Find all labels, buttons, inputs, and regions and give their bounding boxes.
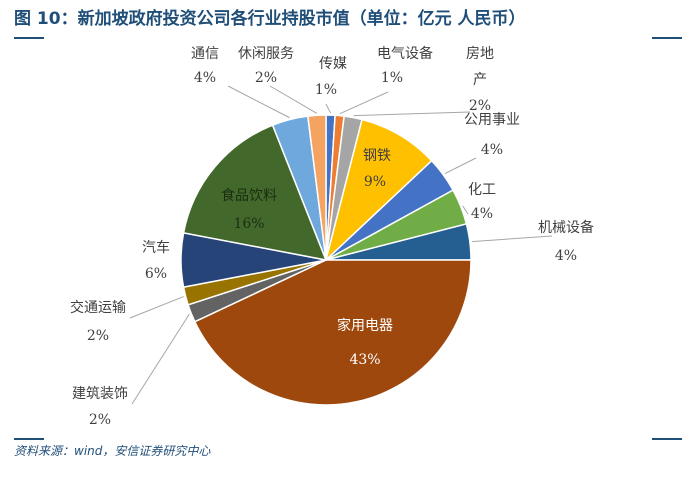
slice-percent-label-1: 1% bbox=[315, 82, 337, 98]
pie-slice-14 bbox=[306, 114, 327, 261]
slice-percent-label-13: 4% bbox=[194, 70, 216, 86]
slice-percent-label-6: 4% bbox=[471, 206, 493, 222]
slice-name-label-3: 产 bbox=[473, 72, 487, 88]
slice-name-label-4: 钢铁 bbox=[363, 148, 391, 164]
slice-name-label-7: 机械设备 bbox=[538, 219, 594, 236]
slice-name-label-5: 公用事业 bbox=[464, 112, 520, 128]
bottom-left-rule bbox=[14, 438, 44, 440]
slice-name-label-3: 房地 bbox=[466, 46, 494, 62]
leader-line-14 bbox=[269, 85, 318, 114]
top-right-rule bbox=[652, 37, 682, 39]
bottom-right-rule bbox=[652, 438, 682, 440]
slice-name-label-10: 交通运输 bbox=[70, 299, 126, 316]
slice-percent-label-10: 2% bbox=[87, 328, 109, 344]
leader-line-9 bbox=[131, 313, 190, 405]
leader-line-1 bbox=[325, 103, 332, 114]
pie-slice-8 bbox=[193, 259, 472, 406]
slice-name-label-11: 汽车 bbox=[142, 239, 170, 256]
slice-percent-label-4: 9% bbox=[364, 174, 386, 190]
slice-percent-label-14: 2% bbox=[255, 70, 277, 86]
slice-percent-label-9: 2% bbox=[89, 412, 111, 428]
slice-percent-label-3: 2% bbox=[469, 98, 491, 114]
leader-line-5 bbox=[444, 157, 477, 175]
slice-percent-label-5: 4% bbox=[481, 142, 503, 158]
pie-slice-12 bbox=[182, 124, 328, 261]
slice-name-label-1: 传媒 bbox=[319, 56, 347, 72]
chart-title: 图 10：新加坡政府投资公司各行业持股市值（单位：亿元 人民币） bbox=[14, 9, 526, 29]
leader-line-2 bbox=[339, 91, 389, 115]
slice-name-label-12: 食品饮料 bbox=[221, 187, 277, 204]
leader-line-3 bbox=[353, 111, 471, 117]
leader-line-6 bbox=[462, 205, 469, 215]
slice-percent-label-7: 4% bbox=[555, 248, 577, 264]
leader-line-10 bbox=[129, 296, 184, 319]
leader-line-7 bbox=[471, 235, 553, 243]
slice-name-label-13: 通信 bbox=[191, 46, 219, 62]
slice-percent-label-12: 16% bbox=[233, 216, 264, 232]
slice-name-label-2: 电气设备 bbox=[377, 45, 433, 62]
top-left-rule bbox=[14, 37, 44, 39]
slice-percent-label-2: 1% bbox=[381, 70, 403, 86]
leader-line-13 bbox=[227, 85, 290, 119]
slice-percent-label-11: 6% bbox=[145, 266, 167, 282]
slice-name-label-14: 休闲服务 bbox=[238, 46, 294, 62]
pie-slice-4 bbox=[324, 118, 433, 263]
source-note: 资料来源：wind，安信证券研究中心 bbox=[14, 444, 211, 458]
slice-name-label-8: 家用电器 bbox=[337, 317, 393, 334]
slice-percent-label-8: 43% bbox=[349, 352, 380, 368]
slice-name-label-6: 化工 bbox=[468, 182, 496, 198]
slice-name-label-9: 建筑装饰 bbox=[72, 386, 128, 402]
